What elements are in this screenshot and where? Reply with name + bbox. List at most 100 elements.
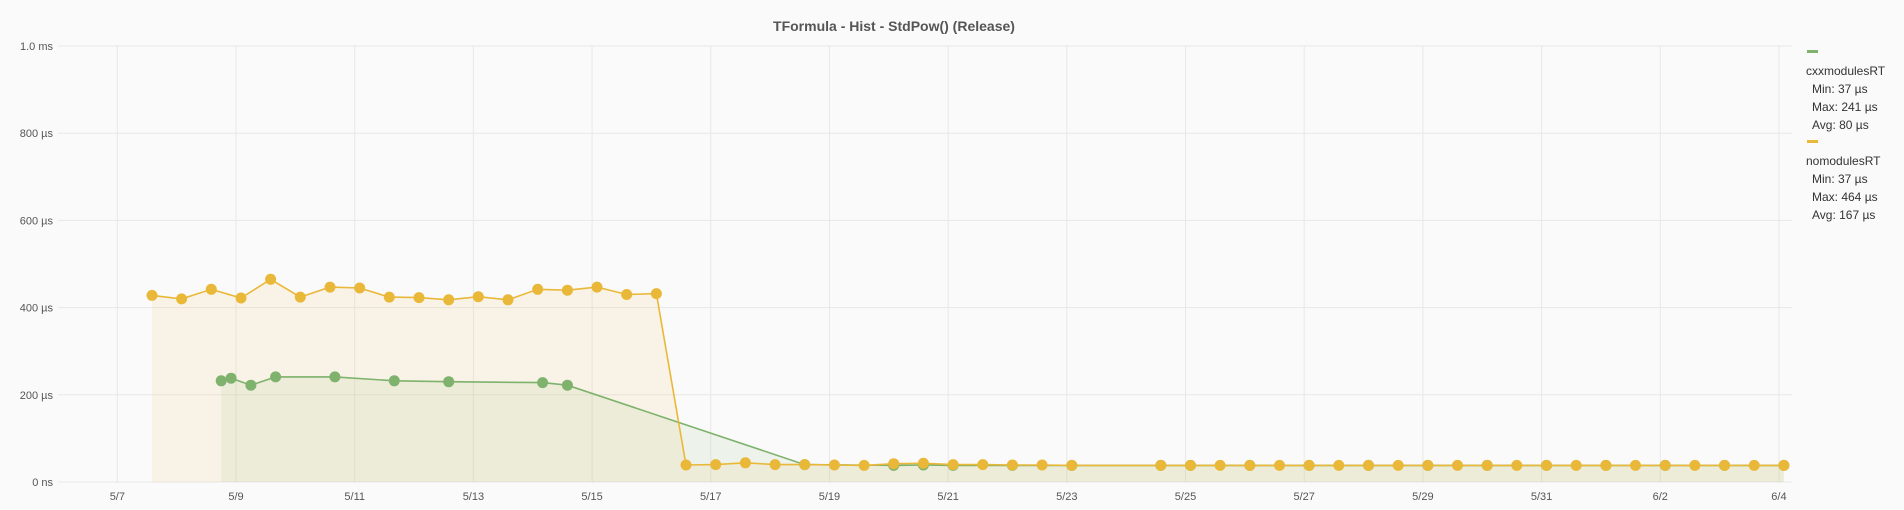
nomodulesRT-point [1303,459,1315,471]
nomodulesRT-point [146,289,158,301]
nomodulesRT-point [1036,459,1048,471]
cxxmodulesRT-point [537,377,549,389]
legend-stat-max: Max: 241 µs [1812,100,1878,114]
nomodulesRT-point [1541,459,1552,471]
x-tick-label: 5/17 [700,491,721,503]
legend-item-cxxmodulesRT[interactable]: cxxmodulesRT Min: 37 µs Max: 241 µs Avg: 80… [1806,50,1901,134]
legend-item-nomodulesRT[interactable]: nomodulesRT Min: 37 µs Max: 464 µs Avg: 167… [1806,140,1901,224]
legend-stat-max: Max: 464 µs [1812,190,1878,204]
nomodulesRT-point [1185,459,1196,471]
legend-stat-min: Min: 37 µs [1812,82,1868,96]
nomodulesRT-point [1392,459,1404,471]
cxxmodulesRT-point [561,379,573,391]
x-tick-label: 5/29 [1412,491,1433,503]
x-tick-label: 5/27 [1293,491,1314,503]
nomodulesRT-point [739,457,751,469]
legend-series-name: cxxmodulesRT [1806,64,1886,78]
nomodulesRT-point [650,288,662,300]
x-tick-label: 5/7 [110,491,125,503]
nomodulesRT-point [1363,459,1374,471]
nomodulesRT-point [1748,459,1760,471]
nomodulesRT-point [1689,459,1701,471]
nomodulesRT-point [235,292,247,304]
x-tick-label: 5/13 [463,491,484,503]
x-tick-label: 6/2 [1653,491,1668,503]
nomodulesRT-point [1244,459,1256,471]
y-tick-label: 600 µs [20,215,54,227]
nomodulesRT-point [205,283,217,295]
nomodulesRT-point [591,281,603,293]
nomodulesRT-point [413,292,425,304]
nomodulesRT-point [265,273,277,285]
nomodulesRT-point [917,457,929,469]
nomodulesRT-point [532,283,544,295]
x-tick-label: 5/31 [1531,491,1552,503]
nomodulesRT-point [621,289,633,300]
nomodulesRT-point [1066,459,1078,471]
cxxmodulesRT-point [388,375,400,387]
y-tick-label: 200 µs [20,390,54,402]
nomodulesRT-point [1570,459,1582,471]
nomodulesRT-point [769,459,781,471]
y-tick-label: 1.0 ms [20,41,54,53]
nomodulesRT-area [152,279,1784,482]
nomodulesRT-point [1600,459,1612,471]
x-tick-label: 5/25 [1175,491,1196,503]
series-areas [152,279,1784,482]
cxxmodulesRT-point [225,372,237,384]
legend: cxxmodulesRT Min: 37 µs Max: 241 µs Avg: 80… [1806,44,1901,226]
nomodulesRT-point [472,291,484,303]
nomodulesRT-point [1719,459,1730,471]
x-tick-label: 5/11 [344,491,365,503]
cxxmodulesRT-point [245,379,257,391]
nomodulesRT-point [888,458,900,470]
nomodulesRT-point [799,459,811,471]
nomodulesRT-point [1333,459,1345,471]
cxxmodulesRT-point [329,371,341,383]
nomodulesRT-point [443,294,455,306]
nomodulesRT-point [176,293,188,305]
nomodulesRT-point [354,282,366,294]
x-tick-label: 5/21 [937,491,958,503]
nomodulesRT-point [1274,459,1285,471]
nomodulesRT-point [828,459,840,471]
nomodulesRT-point [383,291,395,303]
legend-stat-avg: Avg: 80 µs [1812,118,1869,132]
x-axis: 5/7 5/9 5/11 5/13 5/15 5/17 5/19 5/21 5/23 5/25 5/… [110,491,1787,503]
nomodulesRT-point [1630,459,1641,471]
nomodulesRT-point [1155,459,1167,471]
nomodulesRT-point [710,459,722,471]
cxxmodulesRT-point [215,375,227,387]
x-tick-label: 5/19 [819,491,840,503]
legend-swatch [1807,50,1818,53]
cxxmodulesRT-point [270,371,282,383]
nomodulesRT-point [680,459,692,471]
legend-series-name: nomodulesRT [1806,154,1881,168]
legend-stat-min: Min: 37 µs [1812,172,1868,186]
chart-title: TFormula - Hist - StdPow() (Release) [773,18,1015,34]
nomodulesRT-point [977,459,989,471]
nomodulesRT-point [294,291,306,303]
nomodulesRT-point [1006,459,1018,471]
nomodulesRT-point [1214,459,1226,471]
nomodulesRT-point [1422,459,1434,471]
x-tick-label: 5/9 [228,491,243,503]
nomodulesRT-point [947,459,959,471]
nomodulesRT-point [858,459,870,471]
legend-swatch [1807,140,1818,143]
y-axis: 0 ns 200 µs 400 µs 600 µs 800 µs 1.0 ms [20,41,54,489]
grid-lines [58,45,1792,483]
nomodulesRT-point [1778,459,1790,471]
y-tick-label: 0 ns [32,477,53,489]
x-tick-label: 5/15 [581,491,602,503]
series-points [146,273,1790,471]
nomodulesRT-point [1511,459,1523,471]
legend-stat-avg: Avg: 167 µs [1812,208,1876,222]
cxxmodulesRT-area [221,376,1784,482]
nomodulesRT-point [502,294,514,306]
cxxmodulesRT-point [443,376,455,388]
nomodulesRT-point [1452,459,1463,471]
nomodulesRT-point [324,281,336,293]
nomodulesRT-point [1481,459,1493,471]
